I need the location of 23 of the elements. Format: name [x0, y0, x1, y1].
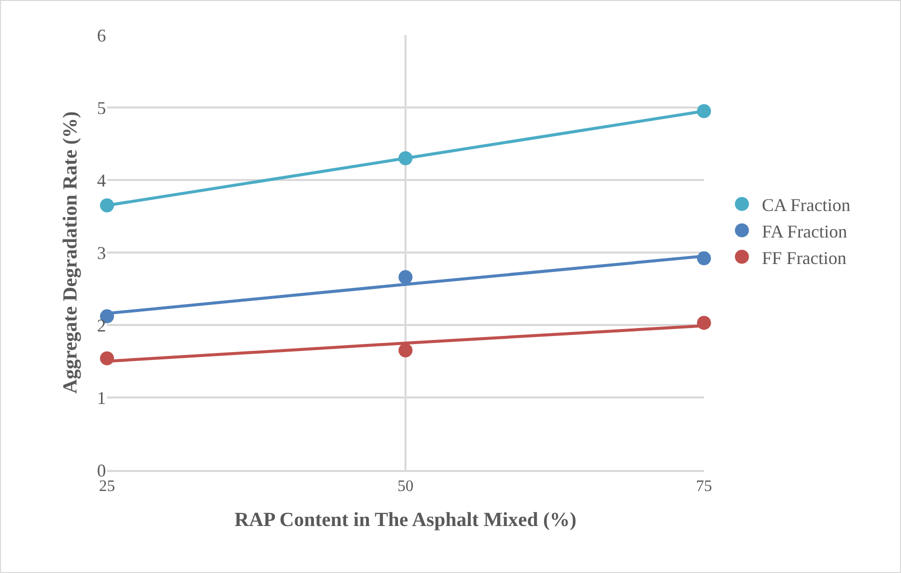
y-tick-label: 0 [97, 460, 106, 480]
point [697, 104, 711, 118]
y-tick-label: 3 [97, 242, 106, 263]
x-tick-label: 25 [99, 478, 115, 496]
point [100, 351, 114, 366]
legend-label: FA Fraction [762, 221, 848, 242]
point [100, 198, 114, 212]
y-tick-label: 2 [97, 315, 106, 336]
point [697, 251, 711, 266]
point [398, 270, 412, 284]
y-tick-label: 4 [97, 170, 106, 190]
y-axis-title: Aggregate Degradation Rate (%) [60, 111, 82, 394]
y-tick-label: 6 [97, 25, 106, 46]
x-tick-label: 50 [398, 478, 414, 496]
point [697, 316, 711, 330]
x-axis-title: RAP Content in The Asphalt Mixed (%) [234, 509, 576, 532]
point [398, 151, 412, 166]
point [398, 343, 412, 358]
y-tick-label: 5 [97, 98, 106, 118]
y-tick-label: 1 [97, 388, 106, 408]
legend-label: FF Fraction [762, 248, 846, 268]
x-tick-label: 75 [696, 478, 712, 496]
legend-label: CA Fraction [762, 194, 850, 215]
